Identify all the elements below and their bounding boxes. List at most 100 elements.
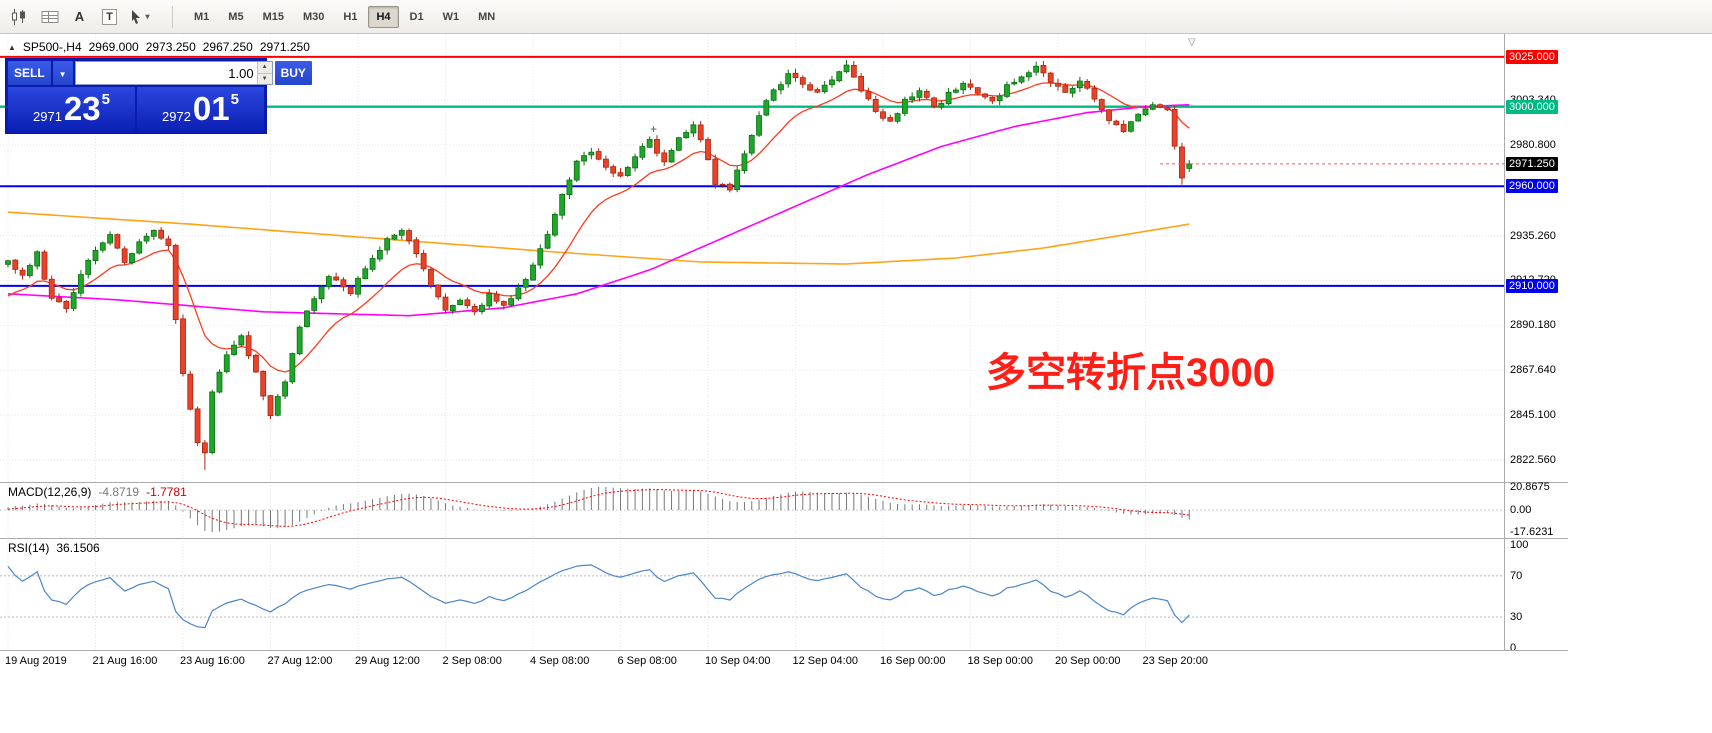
axis-label: -17.6231 xyxy=(1510,526,1554,538)
price-axis-badge: 3025.000 xyxy=(1506,49,1558,64)
macd-label: MACD(12,26,9) -4.8719 -1.7781 xyxy=(8,485,187,499)
toolbar: A T ▾ M1 M5 M15 M30 H1 H4 D1 W1 MN xyxy=(0,0,1712,34)
macd-value: -4.8719 xyxy=(98,485,140,499)
macd-canvas[interactable] xyxy=(0,482,1504,538)
chart-shift-marker-icon[interactable]: ▽ xyxy=(1188,37,1196,48)
axis-label: 0.00 xyxy=(1510,504,1532,517)
text-tool-label: T xyxy=(102,8,117,25)
ohlc-close: 2971.250 xyxy=(259,40,310,54)
sell-button[interactable]: SELL xyxy=(8,61,51,85)
rsi-label: RSI(14) 36.1506 xyxy=(8,541,100,555)
ohlc-open: 2969.000 xyxy=(88,40,139,54)
price-axis-badge: 3000.000 xyxy=(1506,99,1558,114)
time-axis-label: 23 Aug 16:00 xyxy=(180,655,245,667)
timeframe-group: M1 M5 M15 M30 H1 H4 D1 W1 MN xyxy=(186,5,506,28)
cursor-icon xyxy=(132,9,141,24)
axis-label: 0 xyxy=(1510,642,1517,654)
time-axis[interactable]: 19 Aug 2019 21 Aug 16:00 23 Aug 16:00 27 Au… xyxy=(0,650,1568,675)
time-axis-label: 20 Sep 00:00 xyxy=(1055,655,1121,667)
timeframe-mn[interactable]: MN xyxy=(470,6,503,28)
price-axis-badge: 2971.250 xyxy=(1506,156,1558,171)
candlestick-chart-icon xyxy=(11,8,25,25)
buy-price-prefix: 2972 xyxy=(162,109,191,124)
rsi-value: 36.1506 xyxy=(56,541,100,555)
chart-type-button[interactable] xyxy=(6,4,33,29)
cursor-tool-button[interactable]: ▾ xyxy=(126,4,153,29)
chart-plots xyxy=(0,34,1504,733)
price-axis-badge: 2910.000 xyxy=(1506,278,1558,293)
axis-label: 2980.800 xyxy=(1510,138,1556,151)
volume-decrease-button[interactable]: ▼ xyxy=(257,73,272,84)
time-axis-label: 10 Sep 04:00 xyxy=(705,655,771,667)
chevron-down-icon: ▼ xyxy=(58,70,67,79)
time-axis-label: 23 Sep 20:00 xyxy=(1142,655,1208,667)
chevron-down-icon: ▾ xyxy=(145,12,150,21)
symbol-timeframe: SP500-,H4 xyxy=(22,40,82,54)
timeframe-m15[interactable]: M15 xyxy=(255,6,292,28)
time-axis-label: 18 Sep 00:00 xyxy=(967,655,1033,667)
buy-price-big: 01 xyxy=(192,90,230,127)
price-axis[interactable]: 3003.3402980.8002935.2602912.7202890.180… xyxy=(1504,34,1568,654)
axis-label: 2867.640 xyxy=(1510,364,1556,377)
axis-label: 20.8675 xyxy=(1510,481,1550,493)
time-axis-label: 19 Aug 2019 xyxy=(5,655,67,667)
time-axis-label: 12 Sep 04:00 xyxy=(792,655,858,667)
chart-text-annotation: 多空转折点3000 xyxy=(986,351,1275,395)
chart-header: ▲ SP500-,H4 2969.000 2973.250 2967.250 2… xyxy=(8,40,310,54)
ohlc-low: 2967.250 xyxy=(202,40,253,54)
axis-label: 70 xyxy=(1510,569,1523,582)
axis-label: 2935.260 xyxy=(1510,229,1556,242)
toolbar-separator xyxy=(172,5,173,28)
price-chart-canvas[interactable] xyxy=(0,34,1504,482)
time-axis-label: 27 Aug 12:00 xyxy=(267,655,333,667)
timeframe-h4[interactable]: H4 xyxy=(368,5,399,28)
text-tool-button[interactable]: T xyxy=(96,4,123,29)
axis-label: 2845.100 xyxy=(1510,409,1556,422)
buy-price-button[interactable]: 2972 01 5 xyxy=(137,87,264,131)
timeframe-d1[interactable]: D1 xyxy=(402,6,432,28)
order-type-dropdown[interactable]: ▼ xyxy=(52,61,73,85)
axis-label: 100 xyxy=(1510,539,1529,551)
price-axis-border xyxy=(1504,34,1505,674)
timeframe-m5[interactable]: M5 xyxy=(220,6,251,28)
rsi-panel-divider[interactable] xyxy=(0,538,1568,539)
time-axis-label: 4 Sep 08:00 xyxy=(530,655,590,667)
time-axis-label: 29 Aug 12:00 xyxy=(355,655,420,667)
volume-spinner: ▲ ▼ xyxy=(256,62,272,84)
symbol-marker-icon: ▲ xyxy=(8,42,16,52)
buy-button[interactable]: BUY xyxy=(274,61,312,85)
time-axis-label: 16 Sep 00:00 xyxy=(880,655,946,667)
time-axis-label: 2 Sep 08:00 xyxy=(442,655,502,667)
macd-signal-value: -1.7781 xyxy=(146,485,187,499)
sell-price-button[interactable]: 2971 23 5 xyxy=(8,87,135,131)
font-tool-label: A xyxy=(74,9,85,24)
indicators-grid-icon xyxy=(41,10,58,23)
macd-name: MACD(12,26,9) xyxy=(8,485,92,499)
ohlc-high: 2973.250 xyxy=(145,40,196,54)
timeframe-m30[interactable]: M30 xyxy=(295,6,332,28)
sell-price-prefix: 2971 xyxy=(33,109,62,124)
volume-field: ▲ ▼ xyxy=(74,61,273,85)
sell-price-sup: 5 xyxy=(101,91,110,108)
rsi-canvas[interactable] xyxy=(0,538,1504,650)
price-axis-badge: 2960.000 xyxy=(1506,179,1558,194)
rsi-name: RSI(14) xyxy=(8,541,50,555)
plus-marker-icon: + xyxy=(650,122,658,136)
buy-price-sup: 5 xyxy=(230,91,239,108)
time-axis-label: 21 Aug 16:00 xyxy=(92,655,158,667)
timeframe-m1[interactable]: M1 xyxy=(186,6,217,28)
sell-price-big: 23 xyxy=(63,90,101,127)
volume-input[interactable] xyxy=(75,62,257,84)
chart-workspace: ▲ SP500-,H4 2969.000 2973.250 2967.250 2… xyxy=(0,34,1712,733)
indicators-button[interactable] xyxy=(36,4,63,29)
axis-label: 30 xyxy=(1510,611,1523,624)
axis-label: 2822.560 xyxy=(1510,454,1556,466)
volume-increase-button[interactable]: ▲ xyxy=(257,62,272,74)
time-axis-label: 6 Sep 08:00 xyxy=(617,655,677,667)
timeframe-h1[interactable]: H1 xyxy=(335,6,365,28)
macd-panel-divider[interactable] xyxy=(0,482,1568,483)
timeframe-w1[interactable]: W1 xyxy=(435,6,468,28)
font-tool-button[interactable]: A xyxy=(66,4,93,29)
